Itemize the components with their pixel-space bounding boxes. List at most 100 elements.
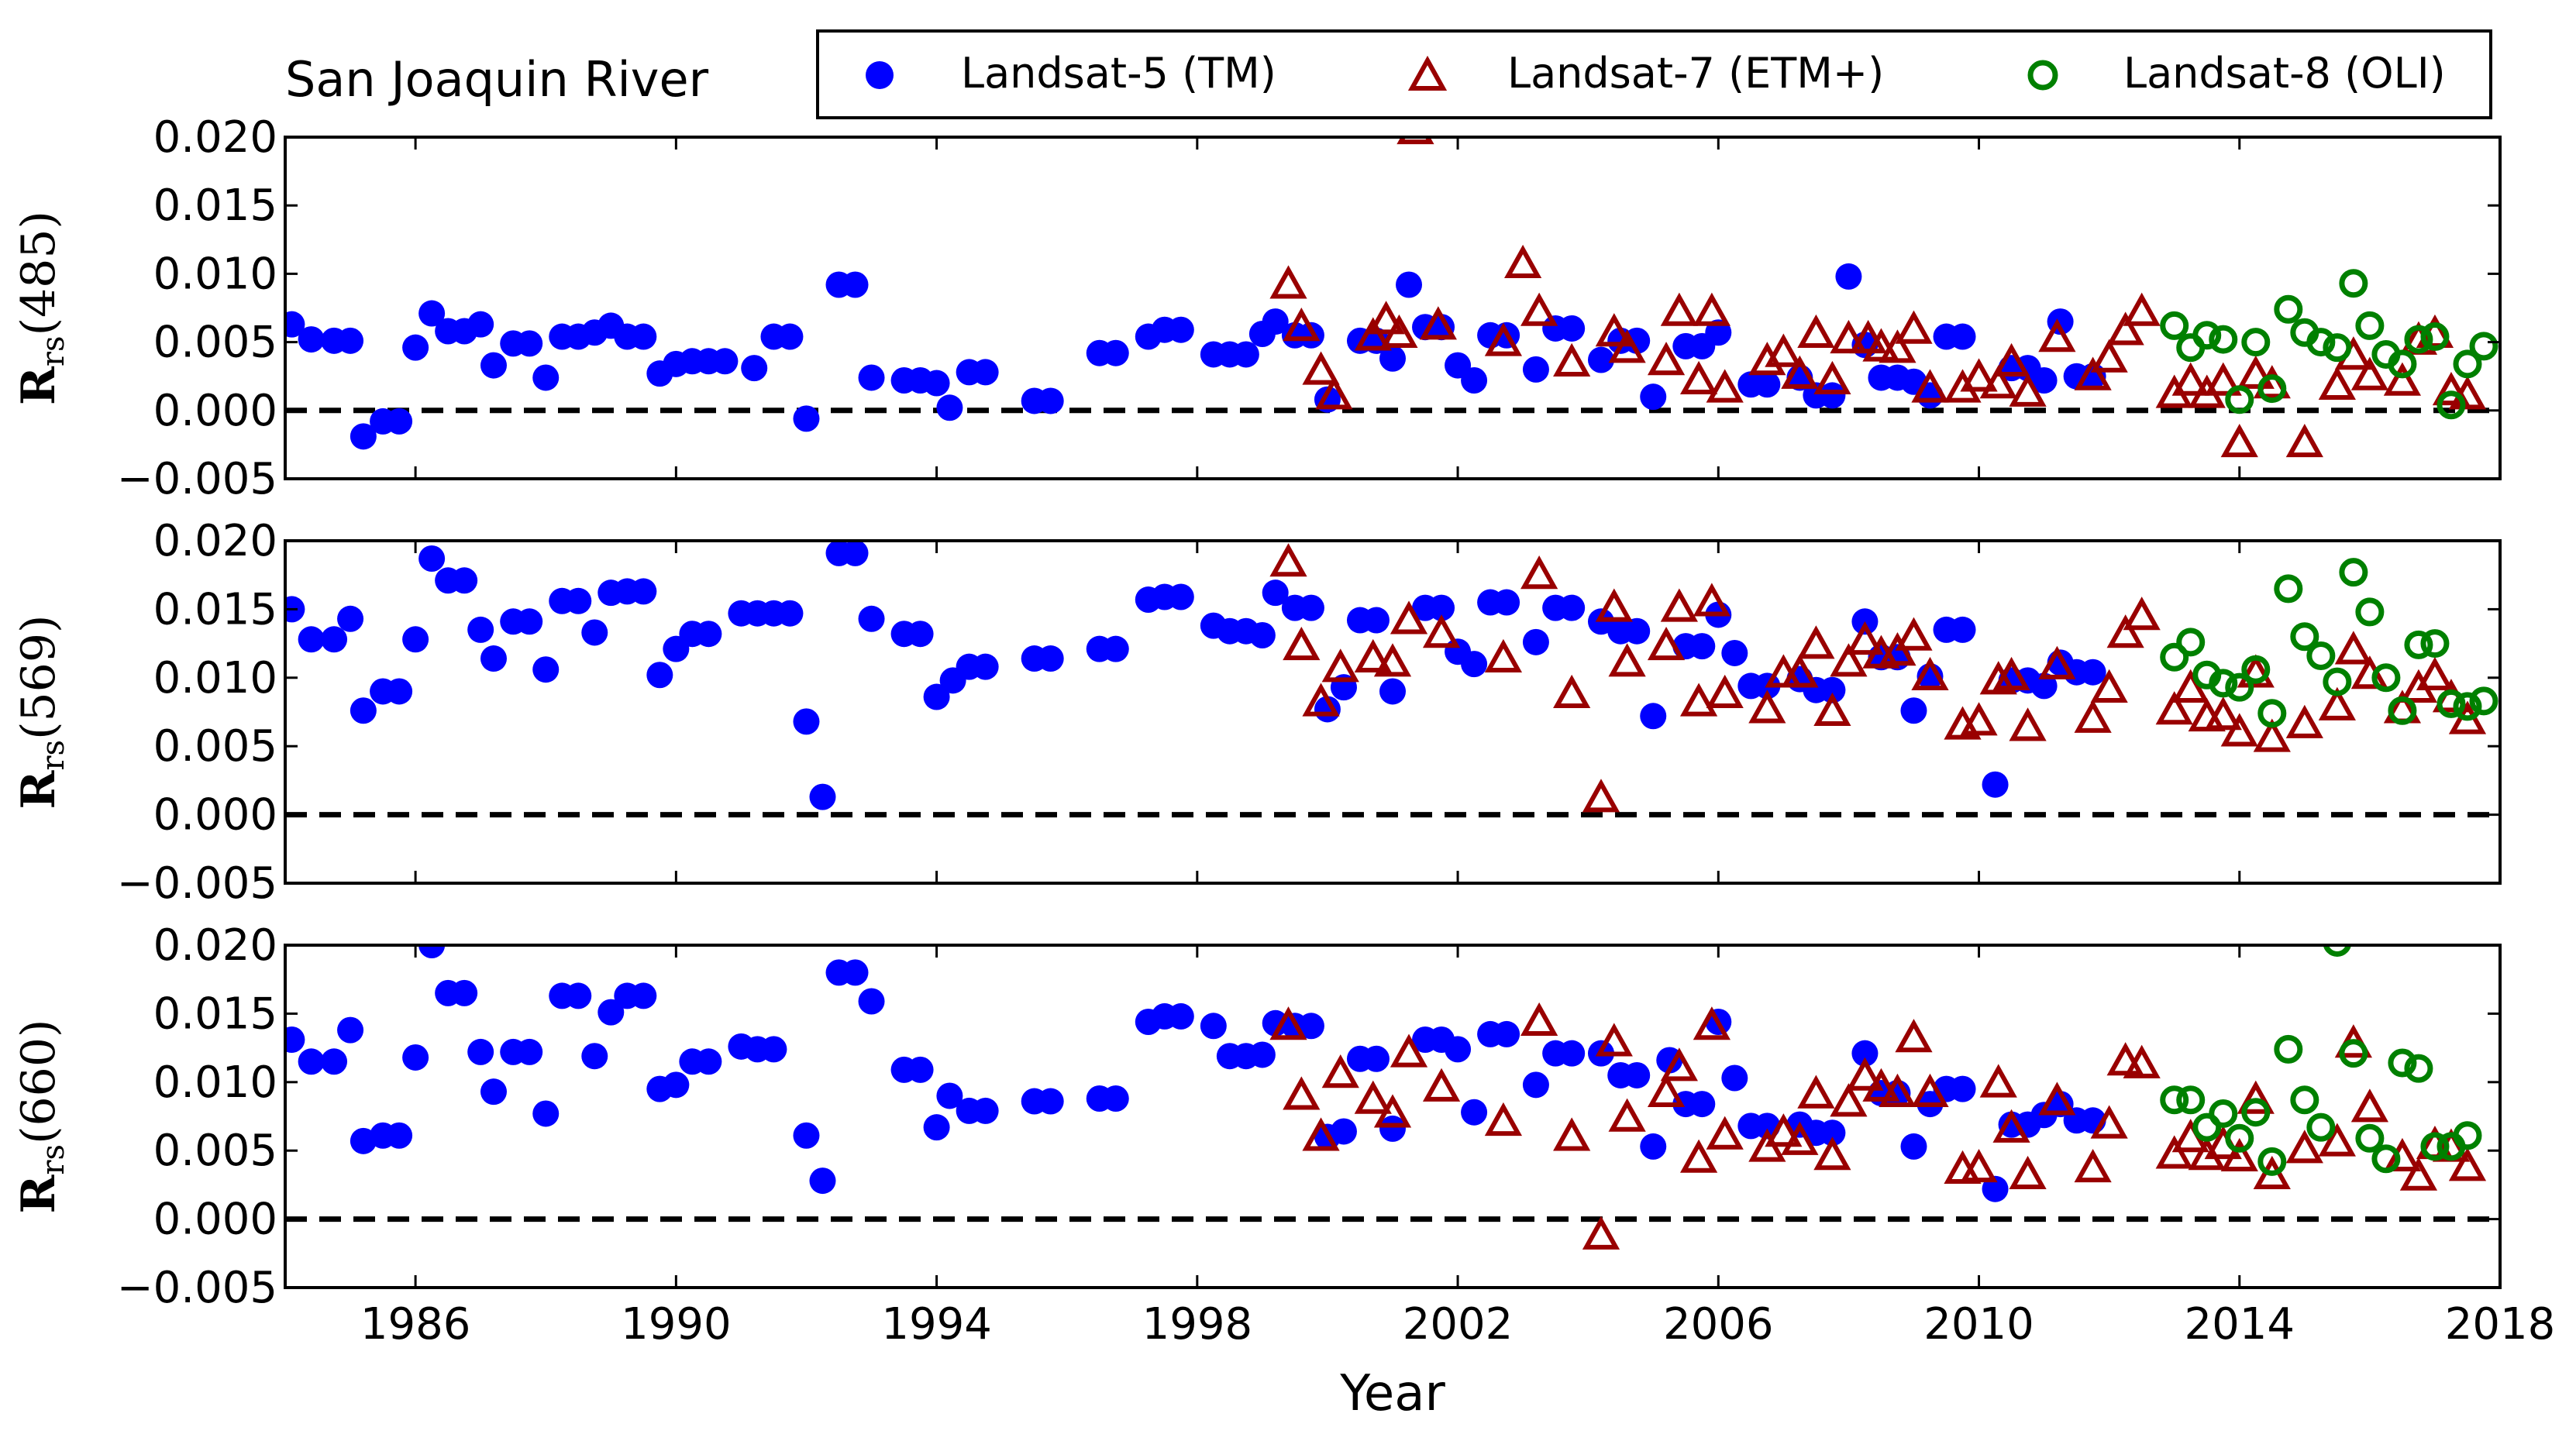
data-points <box>285 945 2487 1250</box>
x-axis-title: Year <box>1339 1365 1445 1422</box>
point-landsat-7-etm <box>1781 654 1819 688</box>
legend-label-landsat-8: Landsat-8 (OLI) <box>2123 49 2446 98</box>
x-tick-label: 1986 <box>360 1299 471 1350</box>
point-landsat-7-etm <box>1354 317 1392 351</box>
point-landsat-8-oli <box>2371 1144 2401 1174</box>
point-landsat-7-etm <box>1813 360 1851 394</box>
point-landsat-5-tm <box>809 1167 836 1195</box>
point-landsat-7-etm <box>2106 614 2144 648</box>
point-landsat-7-etm <box>1390 600 1428 634</box>
point-landsat-5-tm <box>402 334 429 361</box>
point-landsat-5-tm <box>646 662 673 689</box>
y-tick-label: 0.000 <box>153 386 277 436</box>
point-landsat-7-etm <box>1504 244 1542 279</box>
point-landsat-5-tm <box>350 697 377 724</box>
point-landsat-7-etm <box>1283 1076 1321 1110</box>
point-landsat-8-oli <box>2355 1123 2385 1153</box>
point-landsat-5-tm <box>663 1071 690 1099</box>
point-landsat-7-etm <box>2123 1044 2161 1078</box>
point-landsat-7-etm <box>2318 366 2356 401</box>
point-landsat-7-etm <box>2334 631 2372 665</box>
point-landsat-7-etm <box>1321 648 1359 683</box>
point-landsat-5-tm <box>1297 1013 1324 1040</box>
point-landsat-8-oli <box>2241 1098 2271 1127</box>
y-axis-label-main: R <box>12 1174 66 1213</box>
point-landsat-7-etm <box>1895 1019 1933 1053</box>
point-landsat-8-oli <box>2437 390 2466 420</box>
point-landsat-8-oli <box>2388 1048 2417 1078</box>
point-landsat-7-etm <box>2285 423 2323 458</box>
point-landsat-5-tm <box>337 605 364 632</box>
point-landsat-7-etm <box>2074 699 2112 733</box>
point-landsat-5-tm <box>1167 583 1194 610</box>
point-landsat-5-tm <box>451 979 478 1006</box>
point-landsat-5-tm <box>1396 271 1423 298</box>
y-axis-label: Rrs(485) <box>12 211 71 405</box>
point-landsat-8-oli <box>2420 1132 2450 1161</box>
point-landsat-7-etm <box>1608 329 1646 363</box>
point-landsat-7-etm <box>1830 643 1868 677</box>
point-landsat-7-etm <box>1582 779 1620 813</box>
point-landsat-5-tm <box>1721 639 1748 666</box>
point-landsat-7-etm <box>1765 333 1803 367</box>
point-landsat-7-etm <box>1373 643 1412 677</box>
point-landsat-8-oli <box>2453 349 2482 379</box>
point-landsat-5-tm <box>321 1048 348 1075</box>
point-landsat-5-tm <box>842 959 869 986</box>
point-landsat-5-tm <box>1689 633 1716 660</box>
point-landsat-5-tm <box>480 352 507 379</box>
point-landsat-7-etm <box>1269 543 1307 577</box>
point-landsat-5-tm <box>630 982 657 1009</box>
point-landsat-7-etm <box>2204 362 2242 396</box>
point-landsat-5-tm <box>1754 371 1781 398</box>
point-landsat-7-etm <box>1608 1098 1646 1132</box>
point-landsat-5-tm <box>1558 315 1586 342</box>
point-landsat-8-oli <box>2339 1039 2368 1068</box>
point-landsat-8-oli <box>2371 663 2401 693</box>
point-landsat-7-etm <box>2009 707 2047 741</box>
point-landsat-7-etm <box>1269 265 1307 299</box>
point-landsat-5-tm <box>1624 327 1651 354</box>
point-landsat-7-etm <box>2237 1080 2275 1114</box>
point-landsat-5-tm <box>1819 676 1846 703</box>
point-landsat-5-tm <box>1949 323 1976 350</box>
point-landsat-5-tm <box>1493 1020 1520 1047</box>
point-landsat-7-etm <box>2383 362 2422 396</box>
point-landsat-5-tm <box>1851 1040 1879 1067</box>
point-landsat-5-tm <box>923 1114 950 1141</box>
point-landsat-7-etm <box>1765 1113 1803 1147</box>
point-landsat-8-oli <box>2290 1085 2319 1115</box>
point-landsat-7-etm <box>1380 314 1418 349</box>
point-landsat-5-tm <box>337 1016 364 1044</box>
point-landsat-8-oli <box>2355 311 2385 340</box>
point-landsat-5-tm <box>418 545 446 572</box>
point-landsat-5-tm <box>1461 651 1488 678</box>
point-landsat-8-oli <box>2225 1123 2254 1153</box>
point-landsat-8-oli <box>2257 699 2287 728</box>
point-landsat-5-tm <box>1037 645 1064 672</box>
y-tick-label: 0.010 <box>153 249 277 299</box>
point-landsat-7-etm <box>1849 319 1887 354</box>
point-landsat-7-etm <box>2432 371 2471 406</box>
point-landsat-8-oli <box>2323 667 2352 696</box>
point-landsat-7-etm <box>2285 704 2323 738</box>
point-landsat-7-etm <box>1484 322 1523 356</box>
point-landsat-7-etm <box>1706 674 1744 709</box>
point-landsat-7-etm <box>2448 1147 2487 1181</box>
y-axis-label-main: R <box>12 769 66 809</box>
legend-label-landsat-7: Landsat-7 (ETM+) <box>1507 49 1884 98</box>
point-landsat-5-tm <box>711 348 739 375</box>
point-landsat-7-etm <box>1553 342 1591 377</box>
point-landsat-7-etm <box>1911 656 1949 691</box>
point-landsat-8-oli <box>2192 1112 2222 1142</box>
point-landsat-8-oli <box>2339 558 2368 587</box>
point-landsat-5-tm <box>1037 387 1064 414</box>
point-landsat-5-tm <box>630 578 657 605</box>
point-landsat-7-etm <box>2090 339 2128 373</box>
point-landsat-7-etm <box>1269 1006 1307 1040</box>
point-landsat-7-etm <box>1846 1057 1884 1091</box>
point-landsat-5-tm <box>793 1122 820 1149</box>
y-tick-label: 0.020 <box>153 920 277 971</box>
